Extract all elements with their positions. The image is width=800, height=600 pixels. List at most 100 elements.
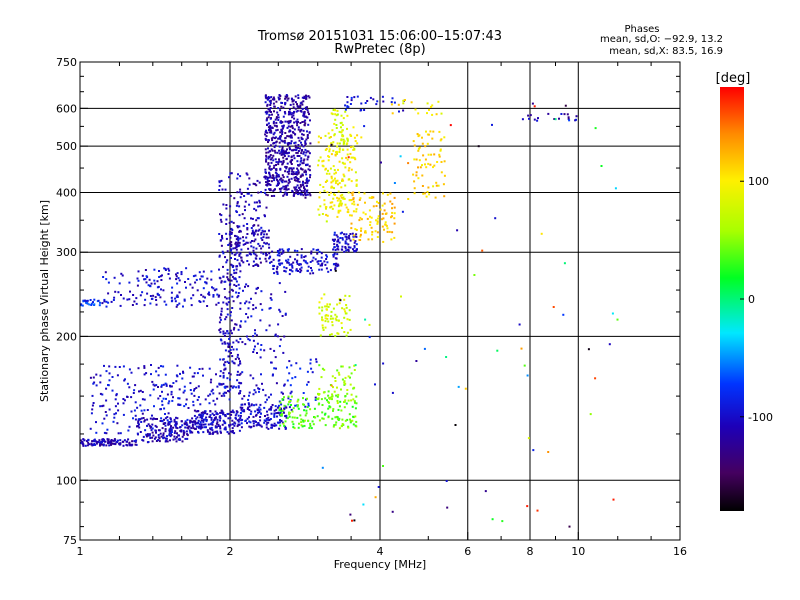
data-point: [370, 197, 373, 199]
data-point: [336, 179, 339, 182]
data-point: [99, 374, 102, 377]
colorbar-tick-label: 100: [748, 175, 769, 188]
data-point: [568, 119, 571, 122]
data-point: [250, 315, 253, 318]
data-point: [225, 237, 228, 240]
data-point: [238, 373, 241, 376]
data-point: [344, 246, 347, 248]
data-point: [199, 301, 202, 303]
data-point: [353, 400, 356, 403]
data-point: [341, 157, 344, 160]
data-point: [263, 349, 266, 352]
data-point: [315, 360, 318, 363]
data-point: [329, 206, 332, 209]
data-point: [344, 399, 347, 402]
data-point: [228, 221, 231, 224]
data-point: [334, 264, 337, 267]
data-point: [269, 107, 272, 109]
data-point: [289, 268, 291, 271]
data-point: [288, 406, 291, 409]
data-point: [267, 151, 270, 154]
data-point: [190, 420, 193, 423]
data-point: [384, 221, 387, 224]
data-point: [417, 147, 420, 150]
data-point: [124, 378, 126, 381]
data-point: [218, 392, 221, 395]
data-point: [194, 281, 197, 284]
data-point: [449, 124, 452, 127]
data-point: [273, 367, 276, 370]
data-point: [344, 376, 347, 379]
data-point: [202, 287, 205, 290]
data-point: [280, 403, 283, 406]
data-point: [113, 439, 116, 442]
data-point: [318, 213, 321, 216]
data-point: [300, 159, 303, 162]
data-point: [251, 217, 254, 220]
data-point: [307, 402, 310, 405]
data-point: [314, 396, 317, 399]
data-point: [250, 227, 253, 229]
data-point: [337, 183, 339, 186]
data-point: [284, 270, 287, 273]
data-point: [246, 241, 249, 244]
data-point: [354, 158, 357, 161]
data-point: [237, 414, 240, 417]
data-point: [348, 237, 351, 240]
data-point: [297, 180, 300, 183]
data-point: [233, 432, 236, 435]
data-point: [287, 395, 290, 398]
data-point: [229, 194, 232, 197]
data-point: [333, 204, 336, 207]
data-point: [155, 440, 158, 442]
data-point: [284, 102, 287, 104]
data-point: [241, 341, 244, 344]
data-point: [353, 245, 356, 248]
data-point: [269, 168, 272, 171]
data-point: [316, 260, 319, 263]
data-point: [291, 410, 294, 413]
data-point: [241, 397, 244, 400]
data-point: [337, 240, 340, 243]
data-point: [258, 257, 261, 260]
data-point: [134, 414, 137, 417]
data-point: [300, 421, 303, 424]
data-point: [272, 122, 275, 125]
data-point: [241, 418, 244, 421]
data-point: [307, 265, 310, 268]
data-point: [280, 252, 283, 255]
data-point: [220, 339, 223, 342]
data-point: [257, 286, 259, 289]
data-point: [302, 194, 305, 197]
data-point: [295, 171, 298, 174]
data-point: [243, 205, 246, 208]
data-point: [432, 130, 435, 133]
data-point: [265, 135, 268, 138]
data-point: [242, 236, 244, 239]
data-point: [229, 430, 232, 433]
data-point: [331, 238, 334, 241]
data-point: [291, 125, 294, 128]
data-point: [252, 249, 255, 252]
data-point: [295, 268, 298, 271]
data-point: [287, 143, 289, 146]
data-point: [336, 400, 339, 402]
data-point: [204, 398, 207, 401]
data-point: [101, 443, 104, 446]
data-point: [234, 247, 237, 250]
data-point: [258, 244, 261, 247]
data-point: [288, 170, 291, 173]
data-point: [319, 156, 322, 159]
data-point: [336, 243, 339, 246]
data-point: [242, 261, 245, 264]
data-point: [341, 193, 344, 196]
data-point: [289, 255, 292, 258]
data-point: [187, 278, 190, 280]
data-point: [282, 409, 285, 412]
data-point: [261, 239, 264, 241]
data-point: [324, 305, 327, 308]
data-point: [168, 400, 171, 403]
data-point: [239, 392, 241, 395]
data-point: [133, 300, 136, 303]
y-tick-label: 100: [56, 474, 77, 487]
